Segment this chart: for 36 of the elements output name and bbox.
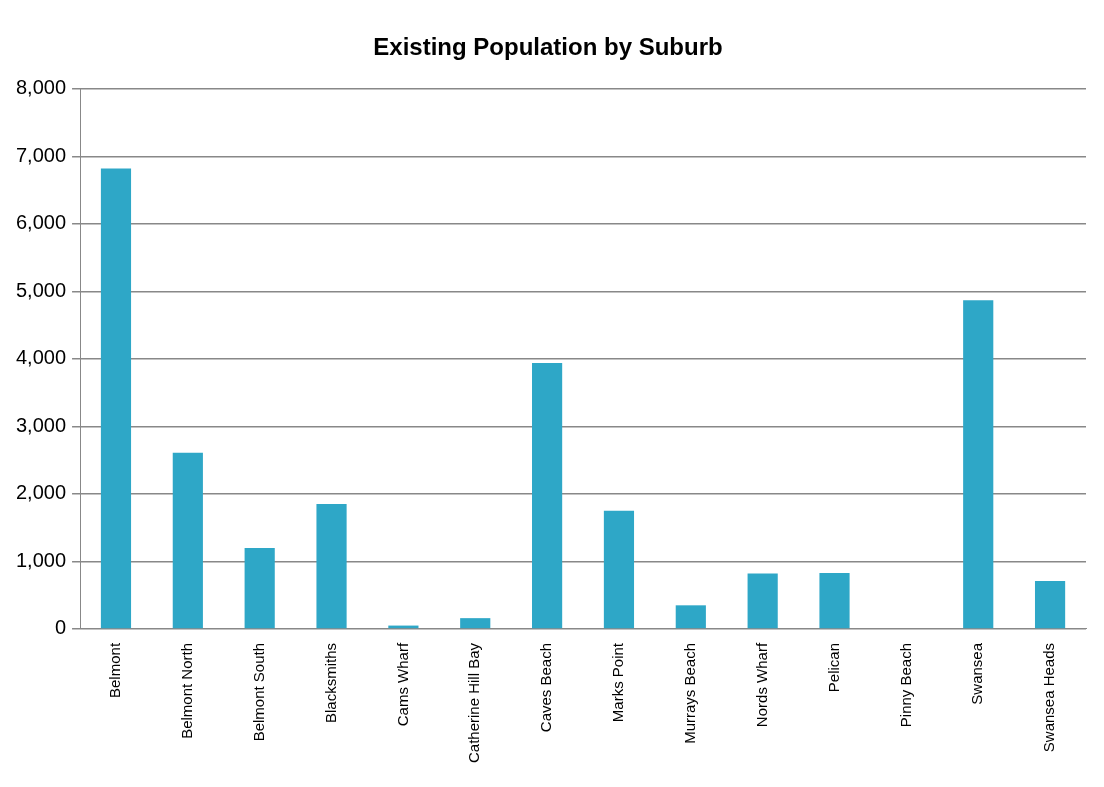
x-tick-label: Caves Beach — [537, 642, 555, 733]
bar — [244, 547, 275, 629]
x-tick-label: Pelican — [824, 642, 842, 693]
y-tick-label: 3,000 — [15, 413, 67, 436]
x-tick-label: Swansea Heads — [1040, 642, 1058, 753]
bar — [819, 572, 850, 629]
x-tick-label: Marks Point — [609, 642, 627, 723]
bar — [1034, 581, 1066, 629]
bar — [675, 605, 706, 629]
y-tick-label: 2,000 — [15, 481, 67, 504]
bar — [532, 362, 563, 629]
bar — [316, 504, 347, 629]
x-tick-label: Blacksmiths — [321, 642, 339, 723]
bar — [100, 168, 132, 629]
y-tick-label: 7,000 — [15, 143, 67, 166]
x-tick-label: Pinny Beach — [896, 642, 914, 728]
bar — [172, 452, 203, 629]
y-tick-label: 8,000 — [15, 76, 67, 99]
y-tick-label: 1,000 — [15, 548, 67, 571]
x-tick-label: Belmont South — [249, 642, 267, 742]
y-tick-label: 5,000 — [15, 278, 67, 301]
x-tick-label: Murrays Beach — [680, 642, 698, 744]
bar — [603, 510, 635, 629]
chart-title: Existing Population by Suburb — [373, 33, 723, 61]
x-tick-label: Swansea — [968, 642, 986, 705]
y-tick-label: 0 — [54, 616, 67, 639]
x-tick-label: Belmont North — [177, 642, 195, 739]
x-tick-label: Cams Wharf — [393, 642, 411, 727]
y-tick-label: 6,000 — [15, 211, 67, 234]
bar — [747, 573, 778, 629]
x-tick-label: Catherine Hill Bay — [465, 642, 483, 764]
y-tick-label: 4,000 — [15, 346, 67, 369]
bar — [460, 618, 491, 629]
bar — [963, 300, 994, 629]
x-tick-label: Nords Wharf — [752, 642, 770, 728]
x-tick-label: Belmont — [106, 642, 124, 698]
